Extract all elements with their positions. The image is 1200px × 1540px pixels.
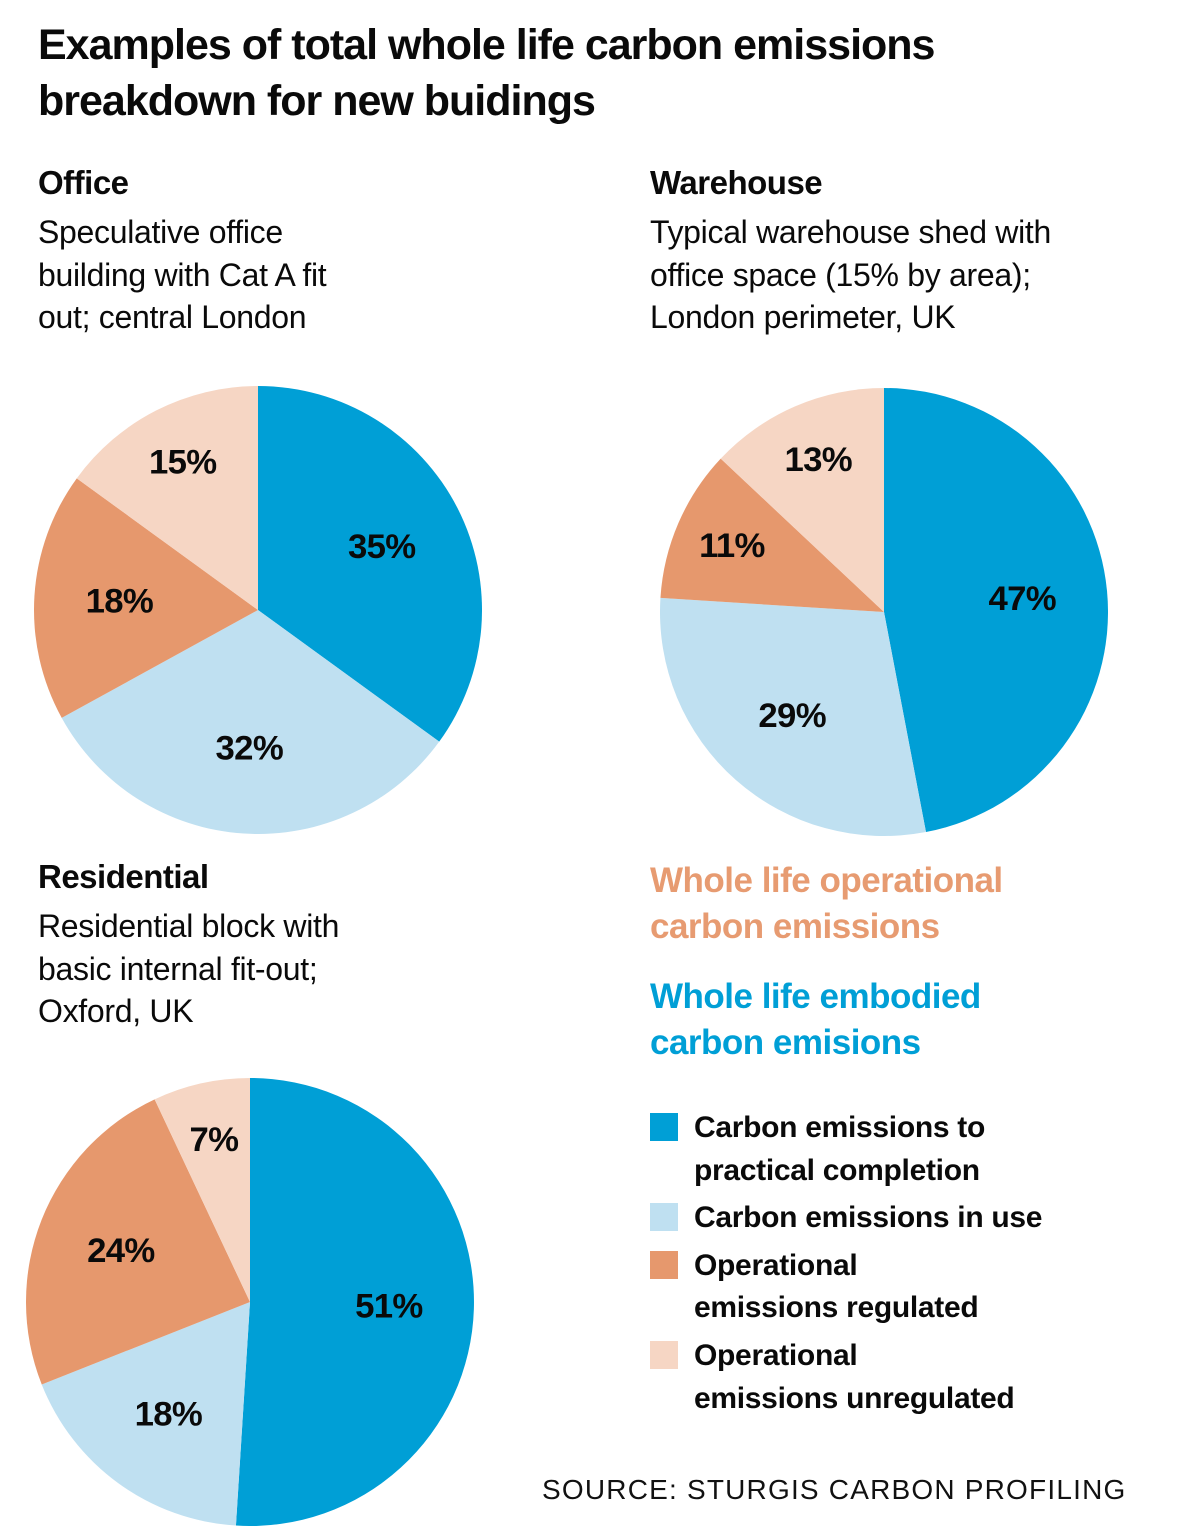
pie-slice-0 (235, 1078, 474, 1526)
pie-slice-0 (258, 386, 482, 742)
pie-value-label: 29% (758, 697, 825, 735)
residential-pie-svg: 51% 18% 24% 7% (26, 1078, 474, 1526)
office-pie-svg: 35% 32% 18% 15% (34, 386, 482, 834)
pie-value-label: 18% (86, 582, 153, 620)
pie-slice-3 (76, 386, 259, 610)
pie-value-label: 32% (216, 730, 283, 768)
pie-value-label: 11% (699, 527, 765, 565)
legend-swatch-practical-completion (650, 1113, 678, 1141)
section-warehouse: Warehouse Typical warehouse shed with of… (650, 164, 1200, 339)
residential-title: Residential (38, 858, 209, 895)
legend-item: Carbon emissions to practical completion (650, 1107, 1170, 1192)
warehouse-description: Typical warehouse shed with office space… (650, 214, 1052, 336)
pie-value-label: 35% (348, 528, 415, 566)
office-description: Speculative office building with Cat A f… (38, 214, 327, 336)
source-text: SOURCE: STURGIS CARBON PROFILING (542, 1474, 1127, 1505)
legend-label: Operational emissions regulated (694, 1248, 979, 1325)
legend: Whole life operational carbon emissions … (650, 858, 1170, 1425)
legend-group-operational: Whole life operational carbon emissions (650, 861, 1003, 946)
legend-swatch-in-use (650, 1203, 678, 1232)
legend-swatch-unregulated (650, 1340, 678, 1369)
pie-value-label: 15% (149, 443, 216, 481)
office-pie-chart: 35% 32% 18% 15% (34, 386, 482, 834)
legend-label: Operational emissions unregulated (694, 1338, 1015, 1415)
pie-value-label: 47% (989, 580, 1056, 618)
office-title: Office (38, 164, 129, 201)
warehouse-pie-svg: 47% 29% 11% 13% (660, 388, 1108, 836)
legend-item: Carbon emissions in use (650, 1197, 1170, 1240)
legend-item: Operational emissions unregulated (650, 1335, 1170, 1420)
pie-slice-1 (660, 597, 926, 836)
warehouse-title: Warehouse (650, 164, 823, 201)
page-title: Examples of total whole life carbon emis… (38, 21, 935, 125)
legend-item: Operational emissions regulated (650, 1245, 1170, 1330)
pie-slice-2 (26, 1099, 251, 1385)
warehouse-pie-chart: 47% 29% 11% 13% (660, 388, 1108, 836)
pie-slice-0 (884, 388, 1108, 833)
pie-value-label: 51% (355, 1287, 422, 1325)
section-office: Office Speculative office building with … (38, 164, 638, 339)
pie-slice-1 (41, 1302, 251, 1526)
pie-value-label: 7% (189, 1121, 238, 1159)
residential-description: Residential block with basic internal fi… (38, 908, 340, 1030)
legend-items: Carbon emissions to practical completion… (650, 1107, 1170, 1420)
pie-value-label: 13% (784, 441, 851, 479)
legend-swatch-regulated (650, 1250, 678, 1279)
legend-label: Carbon emissions to practical completion (694, 1111, 986, 1187)
pie-value-label: 18% (135, 1395, 202, 1433)
pie-slice-3 (720, 388, 884, 612)
section-residential: Residential Residential block with basic… (38, 858, 638, 1033)
pie-slice-1 (61, 610, 440, 834)
legend-group-embodied: Whole life embodied carbon emisions (650, 977, 981, 1062)
legend-label: Carbon emissions in use (694, 1201, 1043, 1235)
residential-pie-chart: 51% 18% 24% 7% (26, 1078, 474, 1526)
pie-slice-3 (154, 1078, 250, 1302)
pie-slice-2 (34, 478, 258, 718)
pie-slice-2 (660, 458, 884, 612)
pie-value-label: 24% (87, 1232, 154, 1270)
